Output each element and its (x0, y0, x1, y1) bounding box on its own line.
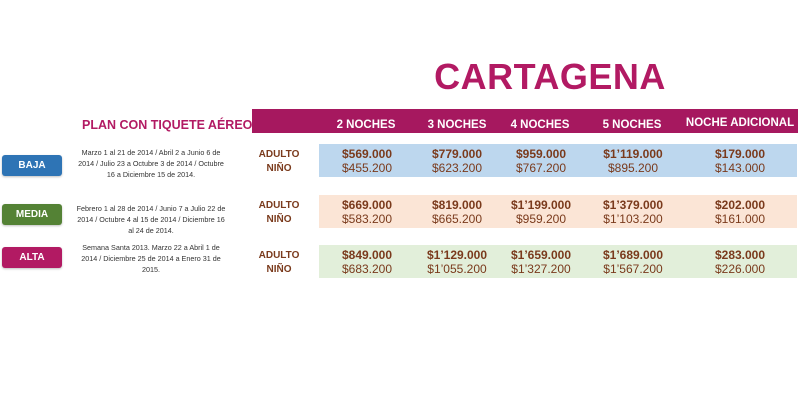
child-price: $583.200 (341, 212, 393, 226)
table-header: 2 NOCHES 3 NOCHES 4 NOCHES 5 NOCHES NOCH… (252, 109, 798, 133)
price-cell: $669.000 $583.200 (327, 198, 407, 226)
price-row-alta: $849.000 $683.200 $1’129.000 $1’055.200 $1… (319, 245, 797, 278)
adult-price: $1’379.000 (602, 198, 664, 212)
child-price: $1’567.200 (603, 262, 663, 276)
col-header-noche-adicional: NOCHE ADICIONAL (685, 117, 795, 129)
adult-price: $569.000 (341, 147, 393, 161)
child-price: $683.200 (341, 262, 393, 276)
col-header-4-noches: 4 NOCHES (510, 119, 570, 131)
adult-price: $779.000 (431, 147, 483, 161)
adult-label: ADULTO (258, 149, 300, 160)
adult-price: $1’199.000 (510, 198, 572, 212)
child-label: NIÑO (266, 163, 292, 174)
col-header-5-noches: 5 NOCHES (602, 119, 662, 131)
child-price: $226.000 (714, 262, 766, 276)
season-dates-baja: Marzo 1 al 21 de 2014 / Abril 2 a Junio … (78, 148, 224, 179)
price-cell: $779.000 $623.200 (417, 147, 497, 175)
child-label: NIÑO (266, 264, 292, 275)
col-header-3-noches: 3 NOCHES (427, 119, 487, 131)
adult-label: ADULTO (258, 200, 300, 211)
child-price: $959.200 (515, 212, 567, 226)
season-badge-alta[interactable]: ALTA (2, 247, 62, 268)
price-cell: $849.000 $683.200 (327, 248, 407, 276)
person-labels-baja: ADULTO NIÑO (254, 148, 304, 176)
adult-label: ADULTO (258, 250, 300, 261)
adult-price: $1’689.000 (602, 248, 664, 262)
child-price: $1’327.200 (511, 262, 571, 276)
adult-price: $849.000 (341, 248, 393, 262)
price-cell: $569.000 $455.200 (327, 147, 407, 175)
child-price: $161.000 (714, 212, 766, 226)
price-cell: $1’379.000 $1’103.200 (593, 198, 673, 226)
season-badge-media[interactable]: MEDIA (2, 204, 62, 225)
child-price: $767.200 (515, 161, 567, 175)
adult-price: $202.000 (714, 198, 766, 212)
adult-price: $669.000 (341, 198, 393, 212)
child-price: $895.200 (607, 161, 659, 175)
season-dates-media: Febrero 1 al 28 de 2014 / Junio 7 a Juli… (76, 204, 226, 235)
child-label: NIÑO (266, 214, 292, 225)
adult-price: $1’119.000 (603, 147, 663, 161)
price-cell: $959.000 $767.200 (501, 147, 581, 175)
person-labels-media: ADULTO NIÑO (254, 199, 304, 227)
child-price: $1’055.200 (427, 262, 487, 276)
season-badge-baja[interactable]: BAJA (2, 155, 62, 176)
adult-price: $819.000 (431, 198, 483, 212)
price-row-baja: $569.000 $455.200 $779.000 $623.200 $959.0… (319, 144, 797, 177)
adult-price: $959.000 (515, 147, 567, 161)
adult-price: $283.000 (714, 248, 766, 262)
price-cell: $202.000 $161.000 (700, 198, 780, 226)
price-cell: $1’689.000 $1’567.200 (593, 248, 673, 276)
adult-price: $1’659.000 (510, 248, 572, 262)
price-cell: $283.000 $226.000 (700, 248, 780, 276)
price-cell: $819.000 $665.200 (417, 198, 497, 226)
child-price: $455.200 (341, 161, 393, 175)
adult-price: $179.000 (714, 147, 766, 161)
plan-label: PLAN CON TIQUETE AÉREO (82, 118, 253, 132)
adult-price: $1’129.000 (426, 248, 488, 262)
col-header-2-noches: 2 NOCHES (336, 119, 396, 131)
price-cell: $1’129.000 $1’055.200 (417, 248, 497, 276)
price-cell: $1’119.000 $895.200 (593, 147, 673, 175)
price-cell: $1’659.000 $1’327.200 (501, 248, 581, 276)
price-cell: $179.000 $143.000 (700, 147, 780, 175)
season-dates-alta: Semana Santa 2013. Marzo 22 a Abril 1 de… (81, 243, 221, 274)
child-price: $623.200 (431, 161, 483, 175)
price-cell: $1’199.000 $959.200 (501, 198, 581, 226)
price-row-media: $669.000 $583.200 $819.000 $665.200 $1’199… (319, 195, 797, 228)
page-title: CARTAGENA (434, 56, 666, 97)
child-price: $665.200 (431, 212, 483, 226)
child-price: $1’103.200 (603, 212, 663, 226)
child-price: $143.000 (714, 161, 766, 175)
person-labels-alta: ADULTO NIÑO (254, 249, 304, 277)
